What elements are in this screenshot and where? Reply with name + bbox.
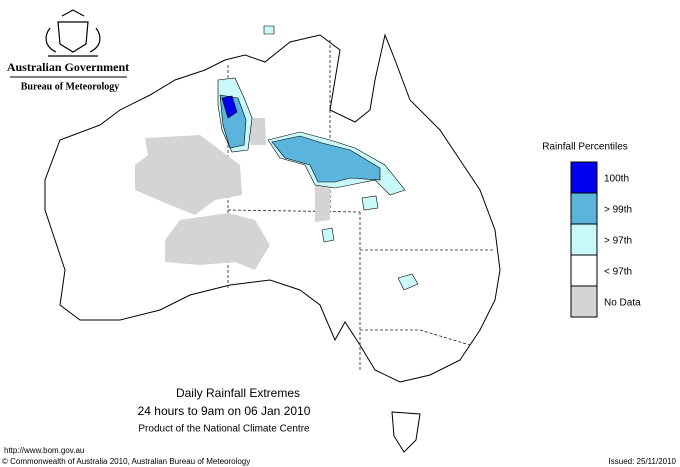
legend-label: 100th xyxy=(604,174,629,185)
legend-label: No Data xyxy=(604,298,641,309)
rainfall-regions xyxy=(217,25,419,291)
bureau-title: Bureau of Meteorology xyxy=(21,81,120,92)
caption-period: 24 hours to 9am on 06 Jan 2010 xyxy=(138,404,311,418)
legend-swatch xyxy=(570,192,598,225)
legend-label: < 97th xyxy=(604,267,632,278)
legend: 100th > 99th > 97th < 97th No Data xyxy=(570,161,641,318)
crest xyxy=(45,9,101,57)
legend-label: > 99th xyxy=(604,205,632,216)
legend-label: > 97th xyxy=(604,236,632,247)
caption-credit: Product of the National Climate Centre xyxy=(138,424,310,435)
gov-title: Australian Government xyxy=(7,60,129,74)
legend-title: Rainfall Percentiles xyxy=(542,142,628,153)
no-data-regions xyxy=(135,118,330,270)
tasmania xyxy=(391,411,421,453)
footer-copyright: © Commonwealth of Australia 2010, Austra… xyxy=(2,457,250,466)
caption-title: Daily Rainfall Extremes xyxy=(176,386,300,400)
footer-issued: Issued: 25/11/2010 xyxy=(609,457,677,466)
footer-url: http://www.bom.gov.au xyxy=(4,446,84,455)
legend-swatch xyxy=(570,223,598,256)
legend-swatch xyxy=(570,254,598,287)
legend-swatch xyxy=(570,285,598,318)
mainland xyxy=(44,33,501,383)
legend-swatch xyxy=(570,161,598,194)
